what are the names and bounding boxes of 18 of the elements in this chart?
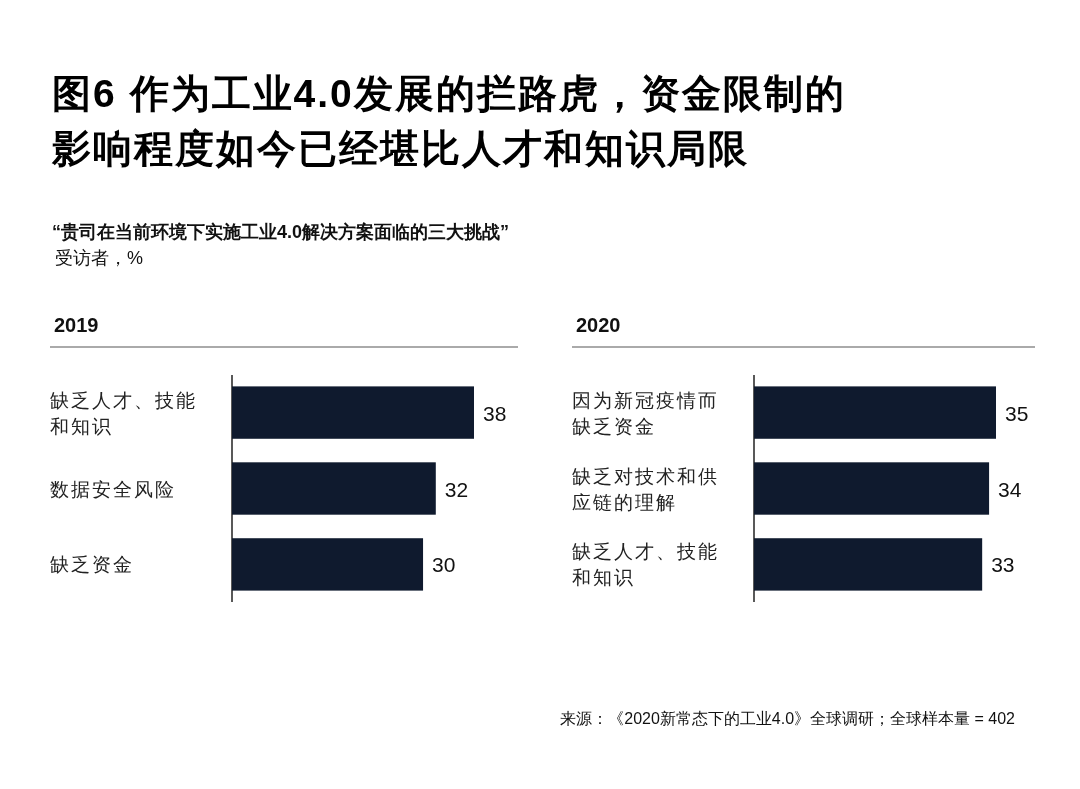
text: “贵司在当前环境下实施工业4.0解决方案面临的三大挑战” xyxy=(52,222,510,242)
data-label: 33 xyxy=(991,553,1015,577)
data-label: 35 xyxy=(1005,401,1029,425)
caption: 图6 作为工业4.0发展的拦路虎，资金限制的影响程度如今已经堪比人才和知识局限 xyxy=(51,72,846,170)
source-note: 来源：《2020新常态下的工业4.0》全球调研；全球样本量 = 402 xyxy=(560,710,1016,727)
chart-title: 2019 xyxy=(54,314,99,336)
y-tick-label: 数据安全风险 xyxy=(50,478,176,500)
y-tick-label: 因为新冠疫情而缺乏资金 xyxy=(572,389,719,437)
y-tick-label: 缺乏人才、技能和知识 xyxy=(50,389,197,437)
data-label: 30 xyxy=(432,553,456,577)
chart-title: 2020 xyxy=(576,314,621,336)
data-label: 38 xyxy=(483,401,507,425)
text: 受访者，% xyxy=(55,248,144,268)
y-tick-label: 缺乏人才、技能和知识 xyxy=(572,541,719,589)
y-tick-label: 缺乏资金 xyxy=(50,554,134,576)
data-label: 32 xyxy=(444,477,469,501)
data-label: 34 xyxy=(998,477,1022,501)
y-tick-label: 缺乏对技术和供应链的理解 xyxy=(572,465,719,513)
